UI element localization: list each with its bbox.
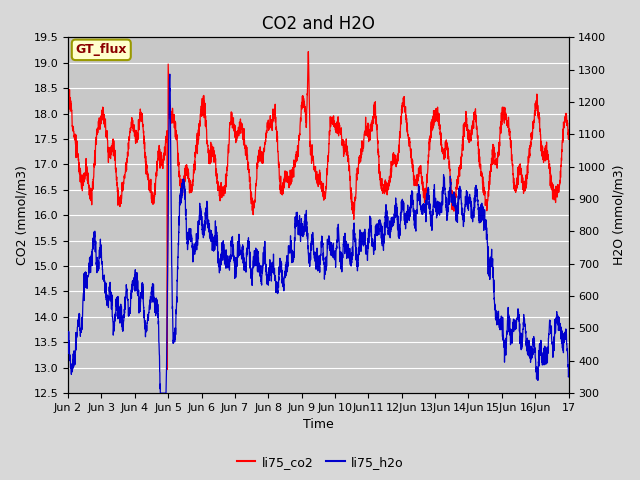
Y-axis label: H2O (mmol/m3): H2O (mmol/m3) (612, 165, 625, 265)
Title: CO2 and H2O: CO2 and H2O (262, 15, 375, 33)
X-axis label: Time: Time (303, 419, 333, 432)
Text: GT_flux: GT_flux (76, 43, 127, 56)
Legend: li75_co2, li75_h2o: li75_co2, li75_h2o (232, 451, 408, 474)
Y-axis label: CO2 (mmol/m3): CO2 (mmol/m3) (15, 165, 28, 265)
